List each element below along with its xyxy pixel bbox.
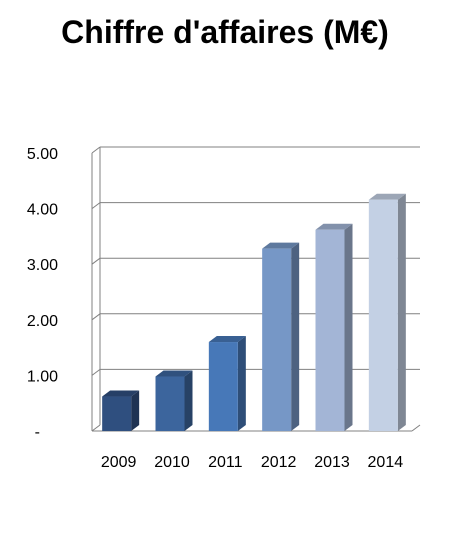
- axes: [91, 147, 421, 432]
- x-tick-label: 2014: [368, 454, 404, 471]
- y-tick-label: -: [35, 424, 40, 441]
- bar-side: [291, 242, 300, 431]
- floor-edge: [411, 424, 421, 432]
- y-tick-label: 3.00: [27, 257, 58, 274]
- y-tick-label: 4.00: [27, 202, 58, 219]
- gridline-side: [91, 424, 101, 432]
- bar-front: [315, 229, 345, 431]
- gridline-side: [91, 202, 101, 210]
- bar-side: [237, 336, 246, 431]
- gridline-side: [91, 313, 101, 321]
- y-tick-label: 2.00: [27, 313, 58, 330]
- x-tick-label: 2012: [261, 454, 297, 471]
- bars: [102, 193, 406, 431]
- bar-top: [368, 193, 406, 200]
- x-tick-labels: 2009 2010 2011 2012 2013 2014: [101, 454, 403, 471]
- bar-2011: [208, 336, 246, 431]
- bar-2014: [368, 193, 406, 431]
- bar-2012: [262, 242, 300, 431]
- bar-front: [155, 376, 185, 431]
- bar-side: [397, 193, 406, 431]
- bar-top: [208, 336, 246, 343]
- x-tick-label: 2009: [101, 454, 137, 471]
- x-tick-label: 2010: [154, 454, 190, 471]
- gridline-side: [91, 146, 101, 154]
- bar-2013: [315, 223, 353, 431]
- bar-front: [368, 199, 398, 431]
- bar-side: [344, 223, 353, 431]
- x-tick-label: 2013: [314, 454, 350, 471]
- y-tick-label: 1.00: [27, 368, 58, 385]
- bar-top: [102, 390, 140, 397]
- chart-title: Chiffre d'affaires (M€): [61, 14, 389, 50]
- bar-top: [155, 370, 193, 377]
- bar-2010: [155, 370, 193, 431]
- bar-front: [262, 248, 292, 431]
- gridline-side: [91, 257, 101, 265]
- gridline-side: [91, 368, 101, 376]
- y-tick-labels: - 1.00 2.00 3.00 4.00 5.00: [27, 146, 58, 441]
- grid-lines: [91, 146, 420, 432]
- bar-side: [184, 370, 193, 431]
- bar-2009: [102, 390, 140, 431]
- y-tick-label: 5.00: [27, 146, 58, 163]
- x-tick-label: 2011: [208, 454, 243, 471]
- bar-front: [102, 396, 132, 431]
- bar-top: [262, 242, 300, 249]
- bar-side: [131, 390, 140, 431]
- bar-top: [315, 223, 353, 230]
- bar-front: [208, 342, 238, 431]
